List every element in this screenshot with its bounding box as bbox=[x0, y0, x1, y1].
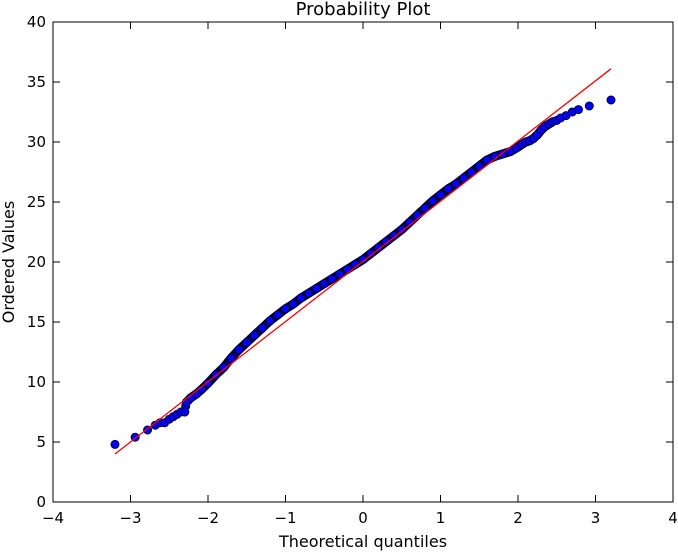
y-tick-label: 30 bbox=[27, 133, 46, 151]
data-point bbox=[443, 184, 453, 194]
chart-title: Probability Plot bbox=[296, 0, 431, 20]
data-point bbox=[474, 161, 484, 171]
data-point bbox=[397, 225, 407, 235]
data-point bbox=[467, 167, 476, 177]
x-tick-labels: −4 −3 −2 −1 0 1 2 3 4 bbox=[42, 509, 678, 527]
x-tick-label: 2 bbox=[513, 509, 523, 527]
y-tick-labels: 0 5 10 15 20 25 30 35 40 bbox=[27, 13, 46, 511]
x-tick-label: −3 bbox=[119, 509, 141, 527]
data-point bbox=[482, 155, 492, 165]
data-point bbox=[573, 105, 583, 115]
y-tick-label: 0 bbox=[36, 493, 46, 511]
y-tick-label: 35 bbox=[27, 73, 46, 91]
data-marks bbox=[110, 68, 616, 455]
data-point bbox=[412, 210, 422, 220]
data-point bbox=[584, 101, 594, 111]
y-tick-label: 40 bbox=[27, 13, 46, 31]
data-point bbox=[327, 274, 337, 284]
x-tick-label: 0 bbox=[358, 509, 368, 527]
data-point bbox=[203, 378, 213, 388]
data-point bbox=[459, 173, 469, 183]
data-point bbox=[288, 299, 298, 309]
data-point bbox=[281, 304, 290, 314]
data-point bbox=[358, 255, 368, 265]
data-point bbox=[374, 243, 383, 253]
data-point bbox=[180, 407, 190, 417]
data-point bbox=[110, 439, 120, 449]
data-point bbox=[366, 249, 376, 259]
x-tick-label: 3 bbox=[591, 509, 601, 527]
data-point bbox=[436, 190, 445, 200]
data-point bbox=[234, 345, 244, 355]
data-point bbox=[451, 179, 461, 189]
data-point bbox=[335, 269, 345, 279]
data-point bbox=[219, 363, 228, 373]
data-point bbox=[606, 95, 616, 105]
fit-line bbox=[114, 68, 612, 455]
data-point bbox=[428, 196, 438, 206]
x-tick-label: −1 bbox=[274, 509, 296, 527]
x-tick-label: −2 bbox=[197, 509, 219, 527]
x-axis-label: Theoretical quantiles bbox=[278, 532, 447, 551]
data-point bbox=[257, 323, 267, 333]
y-tick-label: 25 bbox=[27, 193, 46, 211]
x-tick-label: −4 bbox=[42, 509, 64, 527]
x-tick-label: 1 bbox=[436, 509, 446, 527]
data-point bbox=[420, 203, 430, 213]
y-axis-label: Ordered Values bbox=[0, 201, 18, 323]
data-point bbox=[312, 283, 321, 293]
data-point bbox=[265, 316, 275, 326]
y-tick-label: 10 bbox=[27, 373, 46, 391]
data-point bbox=[319, 279, 329, 289]
data-point bbox=[143, 425, 153, 435]
data-point bbox=[226, 353, 236, 363]
data-point bbox=[296, 293, 306, 303]
data-point bbox=[242, 337, 252, 347]
x-tick-label: 4 bbox=[668, 509, 678, 527]
y-tick-label: 5 bbox=[36, 433, 46, 451]
axis-ticks bbox=[52, 21, 674, 503]
y-tick-label: 15 bbox=[27, 313, 46, 331]
data-point bbox=[250, 330, 259, 340]
data-point bbox=[389, 231, 399, 241]
data-point bbox=[381, 237, 391, 247]
y-tick-label: 20 bbox=[27, 253, 46, 271]
data-point bbox=[273, 310, 283, 320]
data-point bbox=[304, 288, 314, 298]
